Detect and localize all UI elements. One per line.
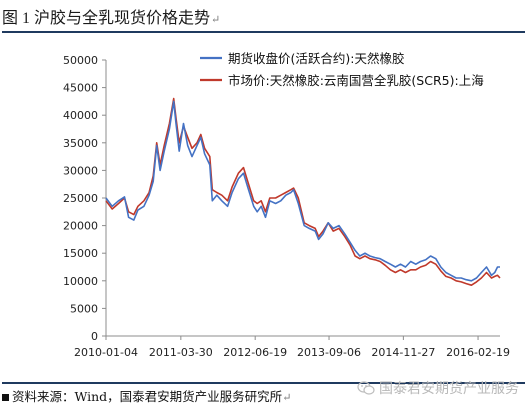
watermark: 国泰君安期货产业服务 xyxy=(357,378,519,398)
source-note: 资料来源：Wind，国泰君安期货产业服务研究所↵ xyxy=(2,386,291,405)
y-tick-label: 0 xyxy=(91,330,98,343)
legend-label: 期货收盘价(活跃合约):天然橡胶 xyxy=(228,51,404,66)
chart-title: 图 1 沪胶与全乳现货价格走势↵ xyxy=(2,4,220,28)
line-chart: 0 5000 10000 15000 20000 25000 30000 35000 40000… xyxy=(63,51,510,359)
wechat-icon xyxy=(357,381,375,395)
chart-series xyxy=(105,97,501,286)
series-line-futures xyxy=(105,100,500,282)
y-tick-label: 15000 xyxy=(63,247,98,260)
x-tick-label: 2012-06-19 xyxy=(223,346,287,359)
top-divider xyxy=(2,31,525,33)
y-tick-label: 40000 xyxy=(63,109,98,122)
source-return-mark: ↵ xyxy=(282,391,292,404)
y-tick-label: 35000 xyxy=(63,137,98,150)
chart-title-text: 图 1 沪胶与全乳现货价格走势 xyxy=(2,10,211,27)
chart-legend: 期货收盘价(活跃合约):天然橡胶市场价:天然橡胶:云南国营全乳胶(SCR5):上… xyxy=(200,51,484,88)
x-tick-label: 2011-03-30 xyxy=(149,346,213,359)
watermark-text: 国泰君安期货产业服务 xyxy=(379,381,519,397)
x-tick-label: 2014-11-27 xyxy=(371,346,435,359)
y-tick-label: 30000 xyxy=(63,164,98,177)
y-tick-label: 25000 xyxy=(63,192,98,205)
y-tick-label: 10000 xyxy=(63,275,98,288)
series-line-spot xyxy=(105,97,501,286)
y-tick-label: 50000 xyxy=(63,54,98,67)
title-return-mark: ↵ xyxy=(211,13,221,26)
x-tick-label: 2016-02-19 xyxy=(446,346,510,359)
chart-ticks: 0 5000 10000 15000 20000 25000 30000 35000 40000… xyxy=(63,54,510,359)
y-tick-label: 5000 xyxy=(70,302,98,315)
y-tick-label: 20000 xyxy=(63,220,98,233)
y-tick-label: 45000 xyxy=(63,82,98,95)
chart-axes xyxy=(105,60,500,337)
x-tick-label: 2013-09-06 xyxy=(297,346,361,359)
source-text: 资料来源：Wind，国泰君安期货产业服务研究所 xyxy=(12,389,283,404)
bottom-divider xyxy=(2,382,525,384)
legend-label: 市场价:天然橡胶:云南国营全乳胶(SCR5):上海 xyxy=(228,73,484,88)
x-tick-label: 2010-01-04 xyxy=(74,346,138,359)
bullet-icon xyxy=(2,393,9,401)
